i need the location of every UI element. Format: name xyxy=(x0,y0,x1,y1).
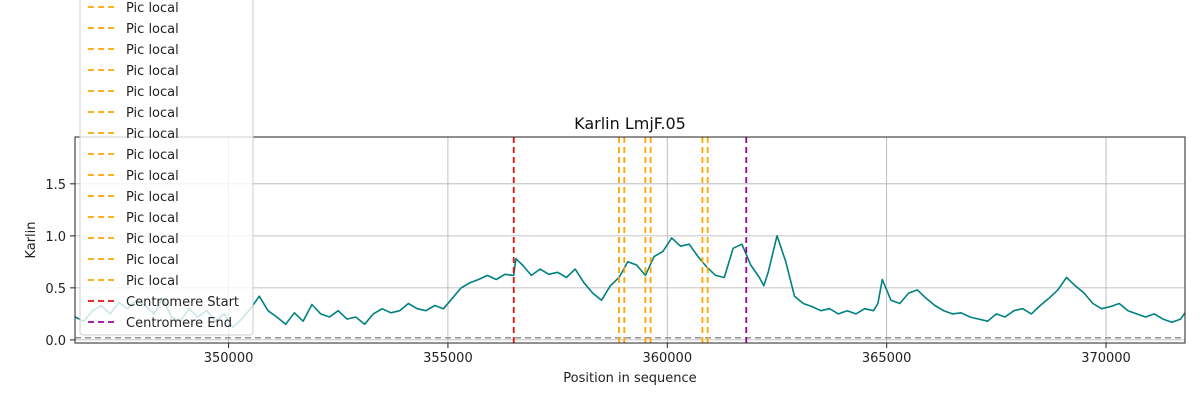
y-tick-label: 0.5 xyxy=(45,282,66,297)
tick-layer: 350000 355000 360000 365000 370000 0.0 0.5 1.0 1… xyxy=(45,178,1131,366)
x-tick-label: 360000 xyxy=(642,351,692,366)
legend-label: Pic local xyxy=(126,106,179,121)
x-tick-label: 350000 xyxy=(204,351,254,366)
chart-title: Karlin LmjF.05 xyxy=(574,114,686,133)
legend-label: Pic local xyxy=(126,253,179,268)
legend-label: Pic local xyxy=(126,169,179,184)
legend-label: Centromere End xyxy=(126,316,232,331)
legend-label: Pic local xyxy=(126,43,179,58)
grid-layer xyxy=(75,137,1185,343)
x-tick-label: 355000 xyxy=(423,351,473,366)
legend: Pic local Pic local Pic local Pic local Pic … xyxy=(79,0,254,336)
legend-box xyxy=(79,0,254,336)
y-tick-label: 0.0 xyxy=(45,334,66,349)
x-axis-label: Position in sequence xyxy=(563,371,696,386)
x-tick-label: 365000 xyxy=(862,351,912,366)
legend-label: Pic local xyxy=(126,127,179,142)
legend-label: Pic local xyxy=(126,190,179,205)
legend-label: Pic local xyxy=(126,85,179,100)
legend-label: Pic local xyxy=(126,274,179,289)
legend-label: Centromere Start xyxy=(126,295,239,310)
plot-frame xyxy=(74,136,1186,344)
data-layer xyxy=(74,137,1186,343)
legend-label: Pic local xyxy=(126,148,179,163)
y-axis-label: Karlin xyxy=(24,221,39,258)
legend-label: Pic local xyxy=(126,64,179,79)
y-tick-label: 1.0 xyxy=(45,230,66,245)
legend-label: Pic local xyxy=(126,22,179,37)
legend-label: Pic local xyxy=(126,1,179,16)
x-tick-label: 370000 xyxy=(1081,351,1131,366)
legend-label: Pic local xyxy=(126,211,179,226)
karlin-series-line xyxy=(74,235,1186,329)
y-tick-label: 1.5 xyxy=(45,178,66,193)
legend-label: Pic local xyxy=(126,232,179,247)
